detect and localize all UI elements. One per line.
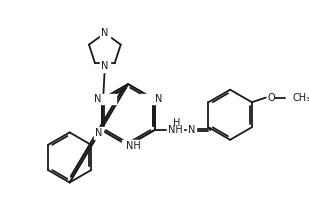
Text: N: N — [101, 94, 108, 104]
Text: N: N — [101, 28, 108, 38]
Text: NH: NH — [126, 141, 141, 151]
Text: H: H — [173, 118, 180, 128]
Text: N: N — [94, 94, 116, 104]
Text: N: N — [122, 140, 145, 150]
Text: NH: NH — [126, 140, 141, 150]
Text: N: N — [101, 62, 108, 72]
Text: N: N — [94, 93, 102, 103]
Text: CH₃: CH₃ — [293, 93, 309, 103]
Text: N: N — [188, 125, 195, 135]
Text: N: N — [95, 128, 103, 138]
Text: N: N — [140, 94, 163, 104]
Text: N: N — [154, 93, 162, 103]
Text: N: N — [148, 94, 155, 104]
Text: NH: NH — [167, 125, 182, 135]
Text: O: O — [268, 93, 275, 103]
Text: N: N — [95, 128, 103, 138]
